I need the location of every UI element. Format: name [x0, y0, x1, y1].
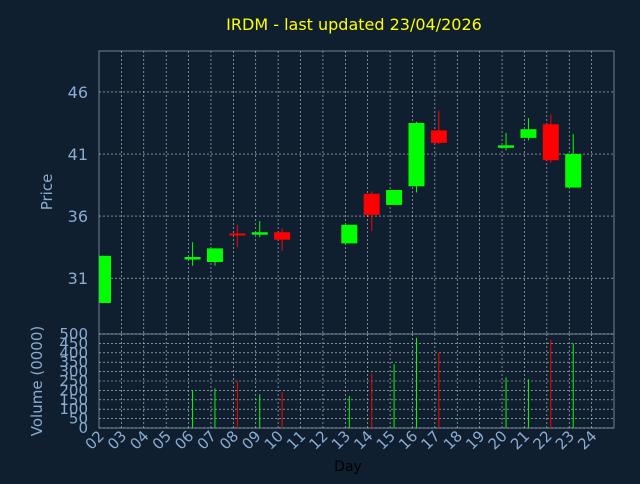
- x-axis-label: Day: [334, 459, 362, 475]
- volume-axis-label: Volume (0000): [28, 326, 46, 436]
- volume-tick-label: 450: [59, 334, 88, 352]
- candle-body: [408, 122, 425, 187]
- volume-tick-label: 150: [59, 391, 88, 409]
- candle-body: [184, 257, 201, 260]
- x-tick-label: 24: [574, 427, 600, 453]
- volume-tick-label: 300: [59, 363, 88, 381]
- volume-tick-label: 0: [78, 419, 88, 437]
- candle-body: [229, 233, 246, 236]
- volume-tick-label: 400: [59, 344, 88, 362]
- candle-body: [498, 145, 515, 148]
- candle-body: [341, 224, 358, 244]
- candle-body: [430, 130, 447, 143]
- volume-tick-label: 100: [59, 400, 88, 418]
- candle-body: [363, 193, 380, 215]
- candle-body: [565, 154, 582, 188]
- volume-tick-label: 200: [59, 381, 88, 399]
- candle-body: [386, 190, 403, 205]
- candle-body: [251, 232, 268, 235]
- candle-body: [99, 255, 111, 303]
- price-tick-label: 31: [68, 269, 88, 288]
- volume-tick-label: 500: [59, 325, 88, 343]
- price-panel-frame: [98, 50, 615, 335]
- volume-tick-label: 350: [59, 353, 88, 371]
- chart-title: IRDM - last updated 23/04/2026: [226, 15, 482, 34]
- price-tick-label: 36: [68, 207, 88, 226]
- candle-body: [520, 129, 537, 138]
- candle-body: [542, 124, 559, 161]
- volume-tick-label: 50: [69, 410, 88, 428]
- price-tick-label: 46: [68, 83, 88, 102]
- volume-tick-label: 250: [59, 372, 88, 390]
- price-tick-label: 41: [68, 145, 88, 164]
- candle-body: [274, 232, 291, 240]
- price-axis-label: Price: [38, 174, 56, 211]
- candle-body: [206, 248, 223, 263]
